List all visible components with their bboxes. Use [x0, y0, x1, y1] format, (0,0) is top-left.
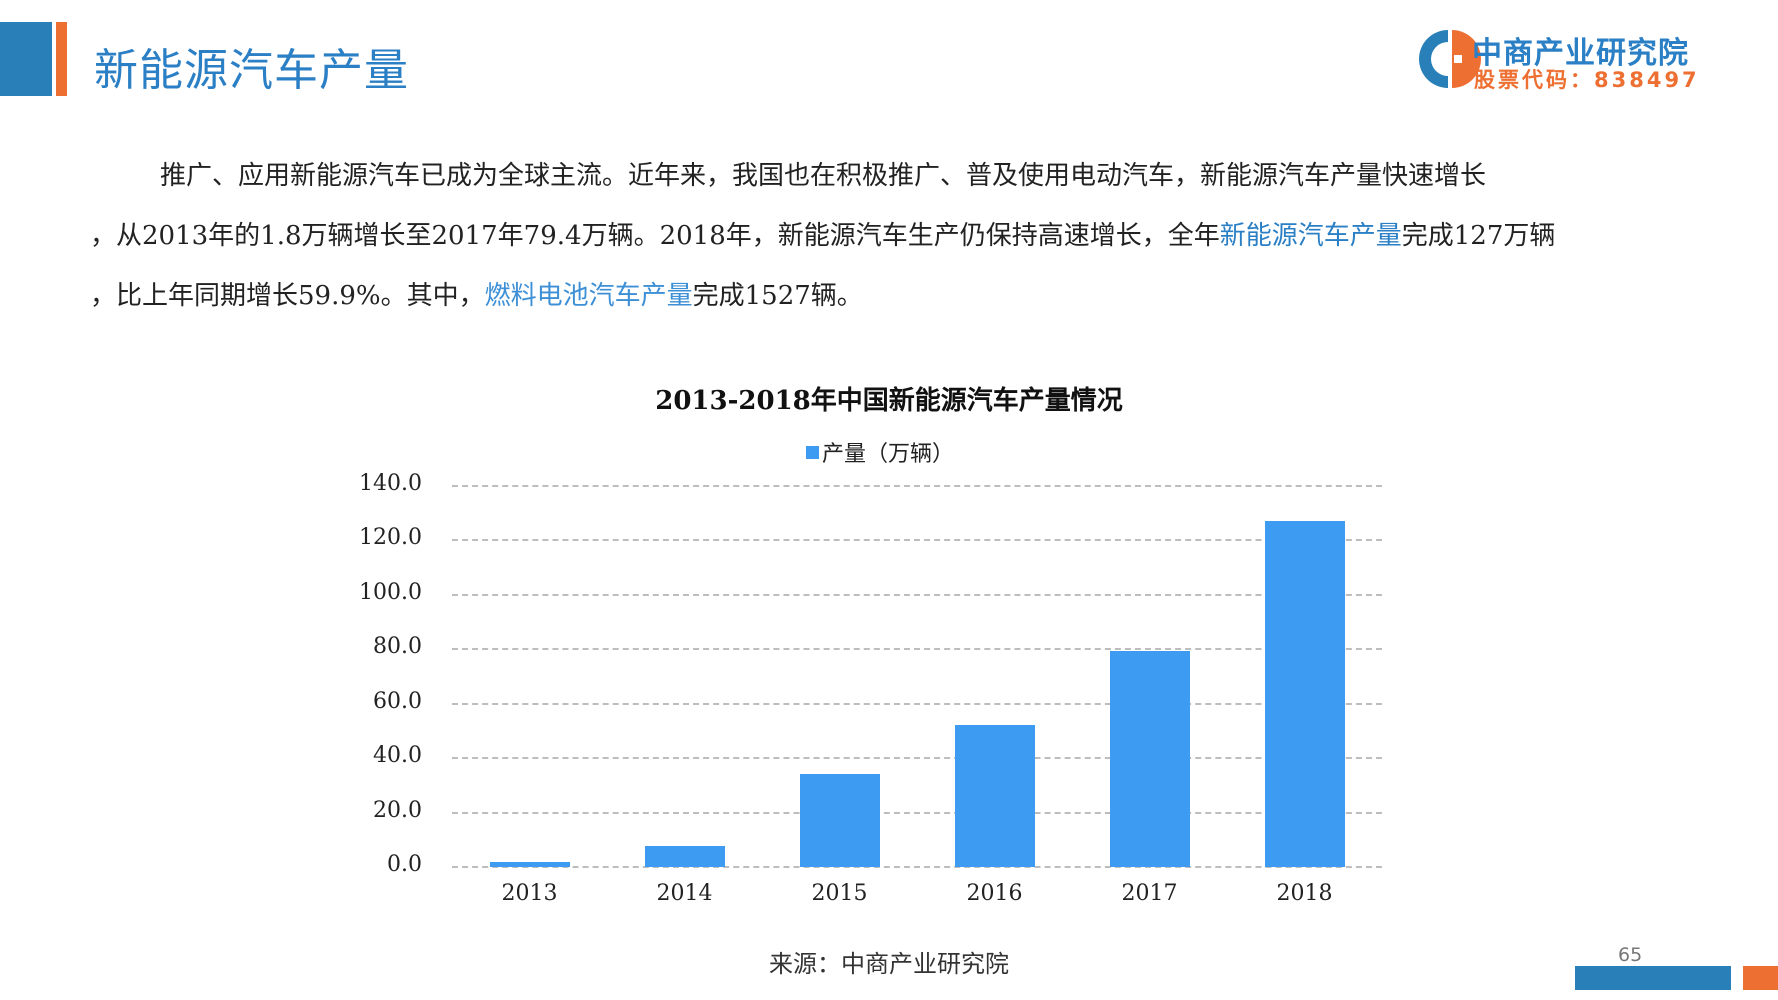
y-axis-tick-label: 120.0: [359, 525, 422, 551]
x-axis-tick-label: 2015: [811, 881, 868, 906]
bar-2015: [799, 774, 880, 867]
bar-2013: [489, 862, 570, 867]
paragraph-line-2: ，从2013年的1.8万辆增长至2017年79.4万辆。2018年，新能源汽车生…: [90, 206, 1710, 266]
gridline: [452, 485, 1382, 487]
logo-stock-code: 股票代码：838497: [1474, 68, 1700, 92]
gridline: [452, 702, 1382, 705]
y-axis-tick-label: 140.0: [359, 471, 422, 496]
source-note: 来源：中商产业研究院: [769, 950, 1009, 978]
footer-accent-orange: [1743, 966, 1778, 990]
header-accent-orange: [56, 22, 67, 96]
y-axis-tick-label: 40.0: [373, 743, 422, 769]
chart-legend: 产量（万辆）: [806, 436, 954, 468]
x-axis-tick-label: 2018: [1276, 881, 1333, 906]
paragraph-text: ，比上年同期增长59.9%。其中，: [90, 281, 485, 311]
page-number: 65: [1618, 944, 1643, 966]
footer-accent-blue: [1575, 966, 1731, 990]
legend-swatch-icon: [806, 445, 819, 459]
header-accent-blue: [0, 22, 52, 96]
x-axis-tick-label: 2017: [1121, 881, 1178, 906]
gridline: [452, 648, 1382, 651]
y-axis-tick-label: 0.0: [387, 852, 422, 877]
bar-2016: [954, 725, 1035, 867]
x-axis-tick-label: 2014: [656, 881, 713, 906]
highlight-fuel-cell-production: 燃料电池汽车产量: [484, 281, 693, 311]
gridline: [452, 593, 1382, 596]
logo-company-name: 中商产业研究院: [1472, 36, 1689, 71]
paragraph-line-1: 推广、应用新能源汽车已成为全球主流。近年来，我国也在积极推广、普及使用电动汽车，…: [90, 146, 1710, 206]
y-axis-tick-label: 100.0: [359, 579, 422, 605]
bar-2014: [644, 845, 725, 867]
paragraph-line-3: ，比上年同期增长59.9%。其中，燃料电池汽车产量完成1527辆。: [90, 266, 1710, 326]
gridline: [452, 539, 1382, 542]
paragraph-text: ，从2013年的1.8万辆增长至2017年79.4万辆。2018年，新能源汽车生…: [90, 221, 1220, 251]
y-axis-tick-label: 60.0: [373, 688, 422, 714]
bar-2018: [1264, 521, 1345, 867]
gridline: [452, 866, 1382, 868]
chart-title: 2013-2018年中国新能源汽车产量情况: [655, 386, 1123, 416]
highlight-nev-production: 新能源汽车产量: [1219, 221, 1402, 251]
x-axis-tick-label: 2013: [501, 881, 558, 906]
paragraph-text: 完成1527辆。: [692, 281, 863, 311]
gridline: [452, 757, 1382, 760]
company-logo-icon: [1419, 30, 1481, 88]
legend-label: 产量（万辆）: [822, 442, 955, 467]
x-axis-tick-label: 2016: [966, 881, 1023, 906]
paragraph-text: 完成127万辆: [1401, 221, 1556, 251]
paragraph-text: 推广、应用新能源汽车已成为全球主流。近年来，我国也在积极推广、普及使用电动汽车，…: [160, 161, 1487, 191]
gridline: [452, 811, 1382, 814]
bar-2017: [1109, 650, 1190, 867]
y-axis-tick-label: 80.0: [373, 634, 422, 660]
y-axis-tick-label: 20.0: [373, 797, 422, 823]
page-title: 新能源汽车产量: [94, 45, 409, 96]
